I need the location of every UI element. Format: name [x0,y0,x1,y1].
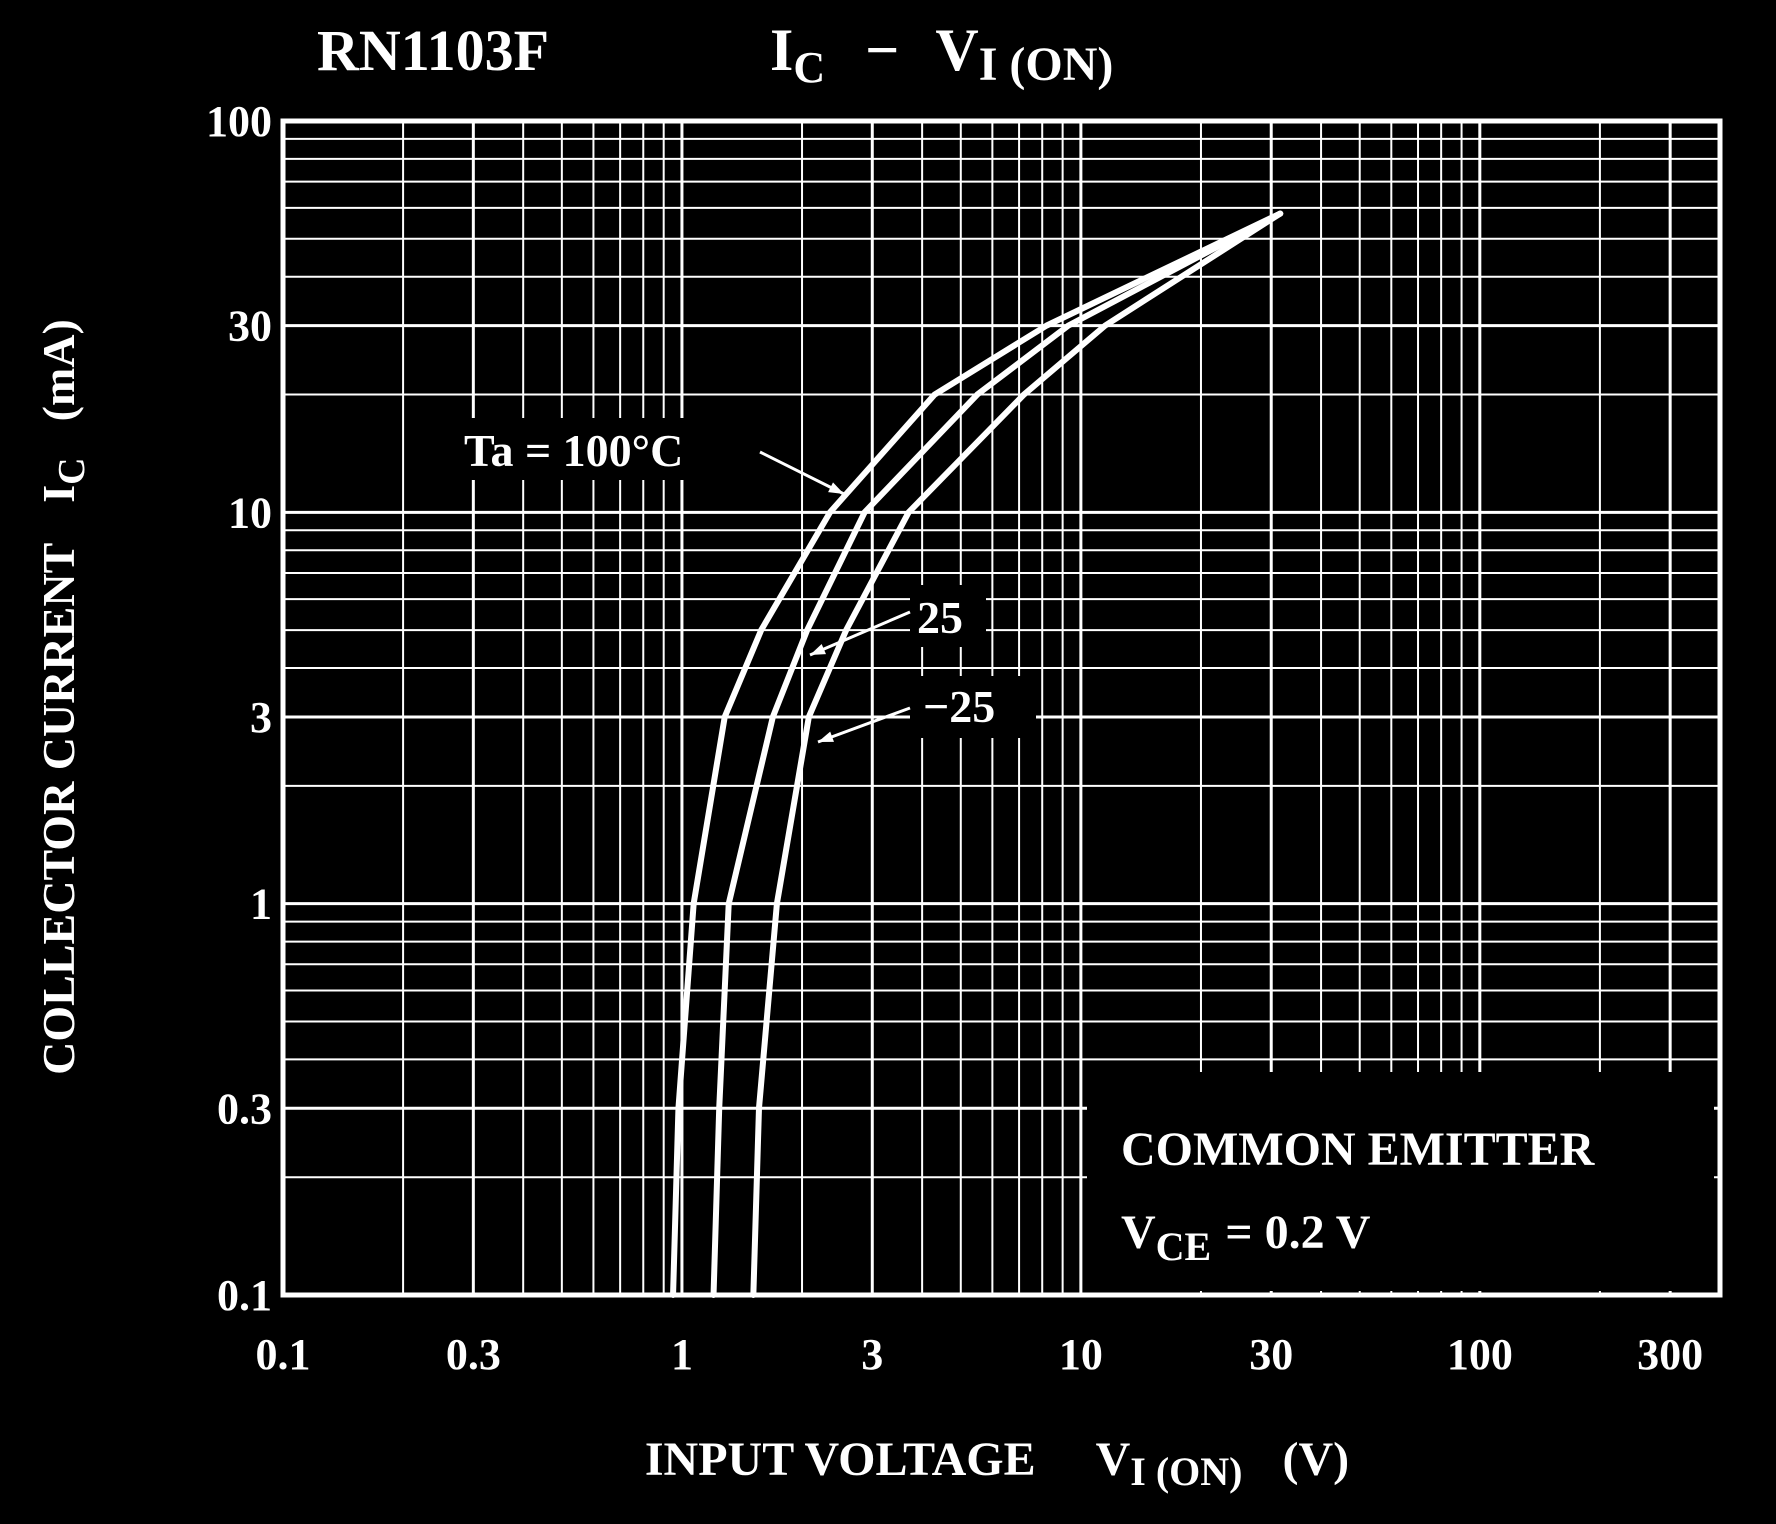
chart-title: RN1103F [317,18,549,83]
y-tick-label: 10 [228,488,272,537]
x-tick-label: 30 [1249,1330,1293,1379]
label-arrow [759,450,845,496]
x-tick-label: 3 [861,1330,883,1379]
series-label: Ta = 100°C [464,425,683,476]
x-tick-label: 300 [1637,1330,1703,1379]
x-tick-label: 0.3 [446,1330,501,1379]
series-label: −25 [923,681,995,732]
annotation-sub: CE [1156,1224,1212,1269]
y-tick-label: 0.3 [217,1084,272,1133]
x-tick-label: 1 [671,1330,693,1379]
subtitle-part: I [770,17,793,83]
y-tick-label: 3 [250,693,272,742]
x-label-part: INPUT VOLTAGE [645,1433,1036,1486]
annotation-text: VCE = 0.2 V [1121,1206,1371,1269]
annotation-part: = 0.2 V [1225,1206,1370,1259]
subtitle-sub: C [793,43,825,92]
x-tick-label: 0.1 [256,1330,311,1379]
label-arrowhead [818,731,834,742]
annotation-box [1087,1072,1714,1291]
x-label-part: (V) [1282,1433,1349,1486]
series-label: 25 [917,592,963,643]
label-arrowhead [828,482,844,494]
y-tick-label: 0.1 [217,1271,272,1320]
y-label-part: COLLECTOR CURRENT [33,543,84,1075]
series-label-box [910,676,1036,738]
annotation-part: V [1121,1206,1156,1259]
series-label-box [456,418,756,480]
plot-frame [280,118,1723,1298]
y-label-sub: C [51,457,93,484]
x-tick-label: 100 [1447,1330,1513,1379]
series-line [750,210,1284,1298]
subtitle-part: − [865,17,899,83]
label-arrowhead [810,644,826,655]
subtitle-sub: I (ON) [979,38,1114,91]
y-tick-label: 100 [206,97,272,146]
y-axis-label: COLLECTOR CURRENT IC (mA) [33,319,93,1075]
plot-area: COMMON EMITTER VCE = 0.2 V Ta = 100°C 25 −25 [280,118,1723,1298]
y-label-part: I [33,485,84,503]
series-line [670,210,1284,1298]
x-label-part: V [1096,1433,1131,1486]
series-line [710,210,1284,1298]
x-tick-label: 10 [1059,1330,1103,1379]
series-label-box [910,585,986,647]
y-tick-label: 1 [250,880,272,929]
subtitle-part: V [935,17,978,83]
label-arrow [809,610,911,657]
y-label-part: (mA) [33,319,84,421]
label-arrow [817,706,911,744]
chart-subtitle: IC − VI (ON) [770,17,1113,92]
y-tick-label: 30 [228,302,272,351]
annotation-text: COMMON EMITTER [1121,1123,1596,1176]
x-axis-label: INPUT VOLTAGE VI (ON) (V) [645,1433,1349,1494]
x-label-sub: I (ON) [1130,1449,1242,1494]
